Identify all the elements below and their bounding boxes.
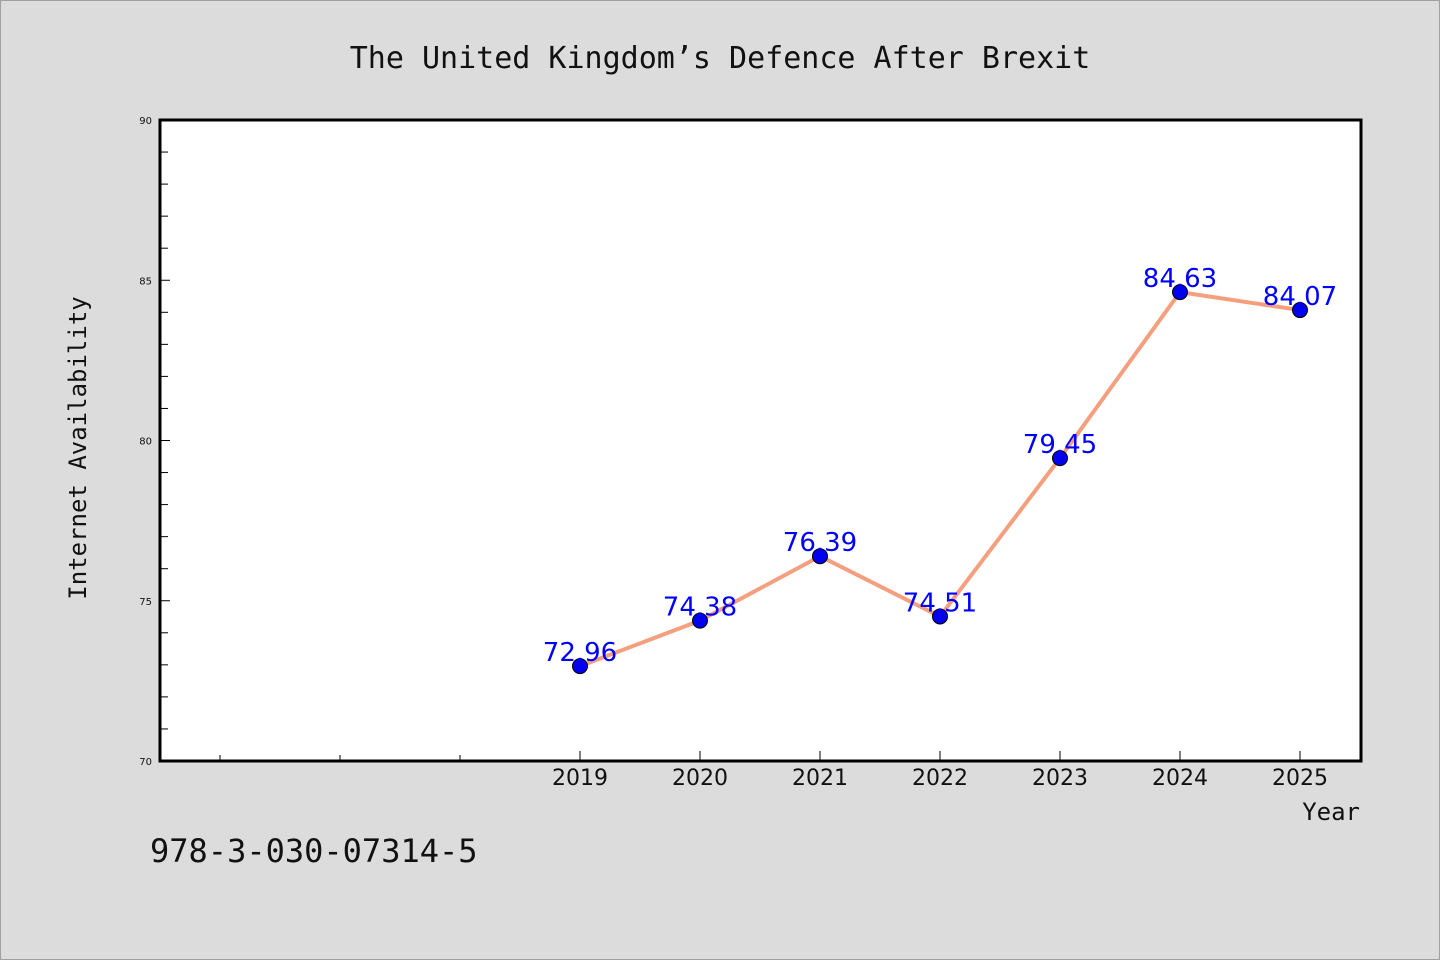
x-tick-label: 2023 — [1032, 766, 1088, 791]
y-tick-label: 90 — [139, 116, 152, 127]
series-layer — [572, 284, 1308, 675]
plot-frame — [158, 118, 1363, 763]
data-point — [812, 548, 828, 565]
chart-title: The United Kingdom’s Defence After Brexi… — [350, 41, 1091, 76]
data-label: 84.07 — [1263, 282, 1337, 312]
data-label-layer: 72.96 74.38 76.39 74.51 79.45 84.63 84.07 — [543, 264, 1337, 668]
y-tick-label: 75 — [139, 597, 152, 608]
data-label: 76.39 — [783, 528, 857, 558]
y-axis-label: Internet Availability — [64, 296, 92, 599]
data-point — [1292, 302, 1308, 319]
y-tick-label: 70 — [139, 757, 152, 768]
x-tick-label: 2022 — [912, 766, 968, 791]
data-point — [692, 612, 708, 629]
y-tick-label: 80 — [139, 437, 152, 448]
data-label: 72.96 — [543, 638, 617, 668]
x-axis-ticks: 2019 2020 2021 2022 2023 2024 2025 — [219, 751, 1328, 791]
data-point — [932, 608, 948, 625]
x-tick-label: 2019 — [552, 766, 608, 791]
x-tick-label: 2020 — [672, 766, 728, 791]
data-point — [1172, 284, 1188, 301]
data-label: 84.63 — [1143, 264, 1217, 294]
x-tick-label: 2024 — [1152, 766, 1208, 791]
data-label: 79.45 — [1023, 430, 1097, 460]
x-tick-label: 2021 — [792, 766, 848, 791]
data-label: 74.38 — [663, 593, 737, 623]
data-label: 74.51 — [903, 588, 977, 618]
data-point — [1052, 450, 1068, 467]
plot-area — [160, 120, 1361, 761]
y-tick-label: 85 — [139, 276, 152, 287]
x-axis-label: Year — [1302, 798, 1360, 826]
isbn-text: 978-3-030-07314-5 — [150, 832, 478, 870]
x-tick-label: 2025 — [1272, 766, 1328, 791]
data-point — [572, 658, 588, 675]
